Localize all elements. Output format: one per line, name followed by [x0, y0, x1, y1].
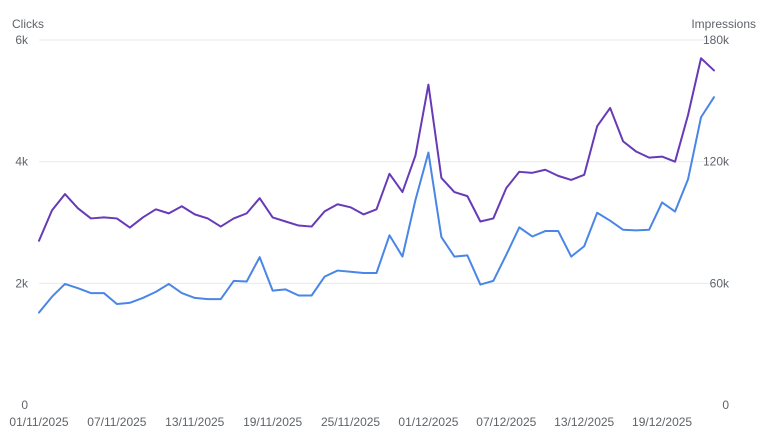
impressions-series-line	[38, 57, 715, 242]
right-axis-label: Impressions	[691, 17, 756, 31]
clicks-series-line	[38, 96, 715, 314]
left-tick-label: 2k	[15, 276, 29, 290]
right-tick-label: 0	[722, 398, 729, 412]
x-tick-label: 25/11/2025	[321, 415, 380, 429]
left-tick-label: 4k	[15, 155, 29, 169]
x-tick-label: 19/11/2025	[243, 415, 302, 429]
right-axis: Impressions 0 60k 120k 180k	[691, 17, 756, 412]
x-axis: 01/11/2025 07/11/2025 13/11/2025 19/11/2025…	[9, 415, 692, 429]
right-tick-label: 180k	[703, 33, 730, 47]
right-tick-label: 60k	[710, 276, 730, 290]
x-tick-label: 07/11/2025	[87, 415, 146, 429]
x-tick-label: 07/12/2025	[476, 415, 536, 429]
right-tick-label: 120k	[703, 155, 730, 169]
x-tick-label: 19/12/2025	[632, 415, 692, 429]
left-tick-label: 0	[21, 398, 28, 412]
x-tick-label: 13/12/2025	[554, 415, 614, 429]
left-tick-label: 6k	[15, 33, 29, 47]
x-tick-label: 01/12/2025	[398, 415, 458, 429]
left-axis-label: Clicks	[12, 17, 44, 31]
gridlines	[39, 39, 714, 284]
x-tick-label: 13/11/2025	[165, 415, 224, 429]
left-axis: Clicks 0 2k 4k 6k	[12, 17, 44, 412]
series-lines	[38, 57, 715, 314]
x-tick-label: 01/11/2025	[9, 415, 68, 429]
